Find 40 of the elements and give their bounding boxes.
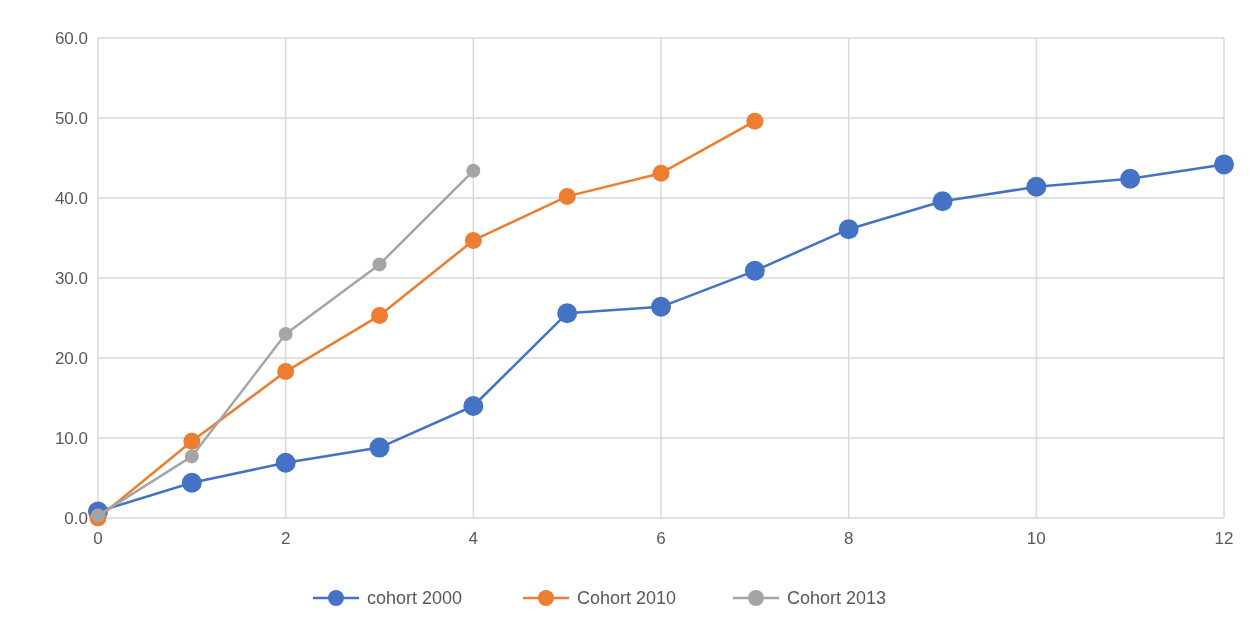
point [652,164,670,182]
point [838,219,859,240]
point [744,260,765,281]
point [369,437,390,458]
legend-label: Cohort 2013 [787,588,887,608]
point [183,432,201,450]
y-tick-label: 50.0 [54,109,88,128]
point [277,363,295,381]
legend-label: cohort 2000 [367,588,463,608]
point [181,472,202,493]
x-tick-label: 12 [1214,529,1234,548]
y-tick-label: 30.0 [54,269,88,288]
point [464,231,482,249]
x-tick-label: 10 [1026,529,1046,548]
y-tick-label: 0.0 [64,509,88,528]
point [275,452,296,473]
x-tick-label: 0 [93,529,103,548]
point [466,163,481,178]
y-tick-label: 10.0 [54,429,88,448]
point [372,257,387,272]
point [184,449,199,464]
x-tick-label: 8 [843,529,854,548]
legend-label: Cohort 2010 [577,588,677,608]
y-tick-label: 60.0 [54,29,88,48]
point [651,296,671,317]
x-tick-label: 6 [656,529,666,548]
point [463,396,484,416]
point [1026,176,1047,197]
point [1214,154,1234,175]
point [557,303,578,324]
point [278,327,293,341]
point [1120,168,1141,189]
point [932,191,953,212]
y-tick-label: 20.0 [54,349,88,368]
point [558,187,576,205]
y-tick-label: 40.0 [54,189,88,208]
point [746,112,764,130]
point [371,307,388,325]
x-tick-label: 4 [468,529,479,548]
x-tick-label: 2 [280,529,291,548]
